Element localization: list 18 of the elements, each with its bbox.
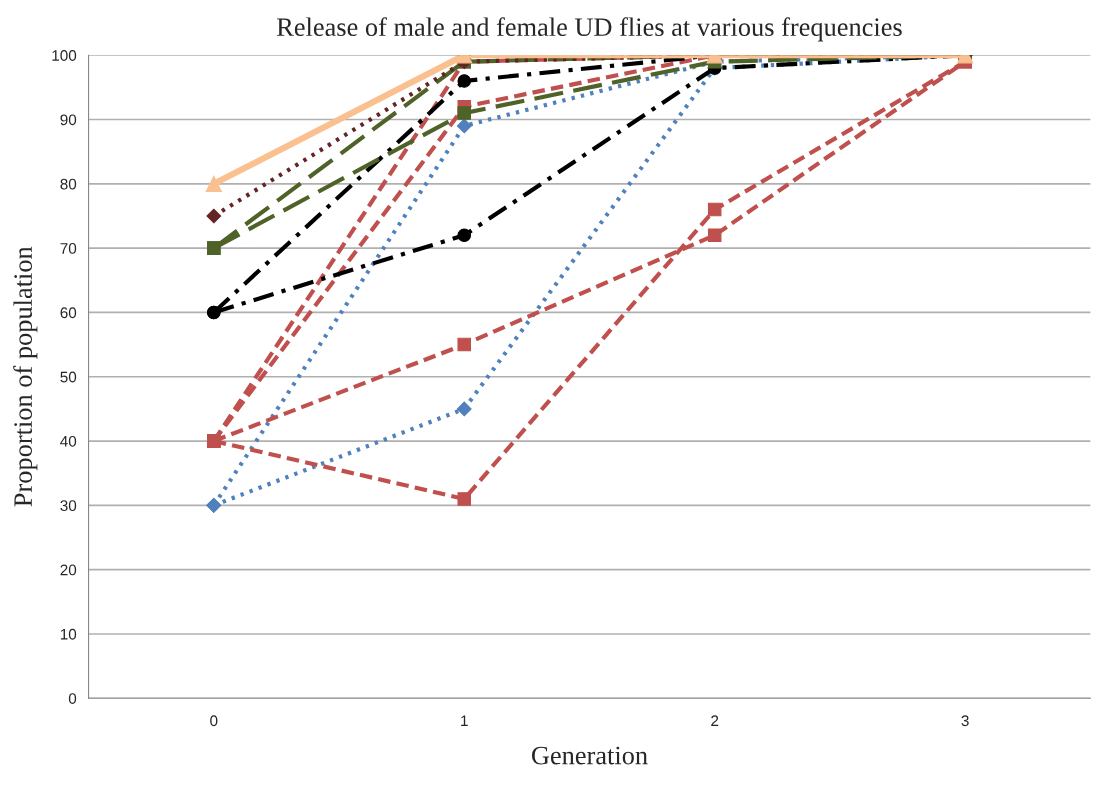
x-axis-title: Generation: [531, 746, 648, 765]
x-tick-label: 1: [461, 715, 468, 726]
y-tick-label: 50: [60, 371, 77, 383]
y-axis-title: Proportion of population: [13, 246, 38, 507]
y-tick-label: 70: [60, 243, 77, 254]
x-tick-label: 2: [711, 715, 719, 726]
y-tick-label: 80: [60, 178, 77, 190]
y-tick-label: 60: [60, 307, 77, 319]
x-tick-label: 3: [961, 715, 969, 727]
y-tick-label: 10: [60, 628, 77, 640]
y-tick-label: 0: [68, 693, 77, 704]
x-tick-label: 0: [210, 715, 218, 727]
y-tick-label: 90: [60, 114, 77, 126]
y-tick-label: 100: [52, 50, 77, 61]
y-tick-label: 30: [60, 500, 77, 512]
y-tick-label: 20: [60, 564, 77, 576]
chart-title: Release of male and female UD flies at various frequencies: [276, 17, 902, 42]
y-tick-label: 40: [60, 435, 77, 447]
